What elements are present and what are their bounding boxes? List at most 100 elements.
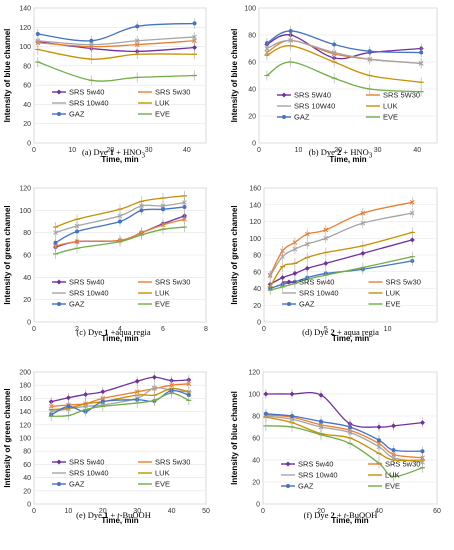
legend-entry: SRS 10w40 [69, 99, 109, 108]
chart-4: 0 20 40 60 80 100 120 140 160 0 5 10 Time, min Intens… [230, 186, 438, 343]
panel-caption: (f) Dye 2 + t-BuOOH [303, 510, 378, 520]
data-point [376, 444, 382, 450]
y-axis-label: Intensity of blue channel [230, 391, 239, 485]
y-axis-label: Intensity of blue channel [230, 29, 239, 123]
y-tick-label: 120 [248, 370, 260, 377]
y-tick-label: 60 [253, 269, 261, 276]
x-tick-label: 30 [374, 147, 382, 154]
data-point [391, 423, 396, 429]
data-point [186, 393, 191, 398]
chart-3: 0 20 40 60 80 100 120 0 2 4 6 8 Time, min Intensity o… [3, 186, 208, 344]
x-tick-label: 0 [32, 326, 36, 333]
y-tick-label: 40 [248, 87, 256, 94]
data-point [117, 213, 123, 219]
data-point [100, 389, 106, 395]
x-tick-label: 4 [118, 326, 122, 333]
x-tick-label: 40 [168, 508, 176, 515]
chart-6: 0 20 40 60 80 100 120 0 20 40 60 Time, min Intensity… [230, 370, 441, 526]
y-tick-label: 180 [19, 383, 31, 390]
legend-marker [57, 112, 61, 116]
y-tick-label: 80 [252, 414, 260, 421]
y-tick-label: 80 [248, 33, 256, 40]
legend-entry: SRS 10w40 [69, 289, 109, 298]
data-point [292, 246, 298, 252]
data-point [347, 430, 353, 435]
data-point [420, 449, 425, 454]
y-tick-label: 40 [23, 275, 31, 282]
x-tick-label: 6 [161, 326, 165, 333]
legend-entry: EVE [386, 300, 401, 309]
data-point [35, 32, 40, 37]
y-axis-label: Intensity of green channel [3, 205, 12, 304]
y-tick-label: 100 [19, 436, 31, 443]
data-point [409, 199, 415, 205]
legend-entry: SRS 5w30 [155, 88, 190, 97]
y-tick-label: 20 [23, 121, 31, 128]
data-point [288, 28, 293, 33]
y-tick-label: 160 [19, 396, 31, 403]
legend-entry: LUK [386, 289, 401, 298]
data-point [192, 45, 198, 51]
y-tick-label: 20 [23, 488, 31, 495]
y-tick-label: 0 [27, 502, 31, 509]
panel-caption: (d) Dye 2 + aqua regia [302, 327, 379, 337]
legend-marker [282, 115, 286, 119]
data-point [151, 374, 157, 380]
legend-entry: EVE [155, 480, 170, 489]
y-axis-label: Intensity of green channel [3, 388, 12, 487]
data-point [289, 391, 295, 397]
legend-entry: SRS 5w30 [155, 278, 190, 287]
legend-entry: LUK [155, 289, 170, 298]
x-axis-label: Time, min [331, 516, 368, 525]
x-tick-label: 40 [375, 508, 383, 515]
data-point [391, 448, 396, 453]
x-axis-label: Time, min [101, 334, 138, 343]
data-point [419, 50, 424, 55]
legend-entry: GAZ [69, 480, 85, 489]
x-tick-label: 10 [295, 147, 303, 154]
plot-area [258, 7, 438, 144]
y-tick-label: 20 [252, 480, 260, 487]
legend-entry: EVE [385, 482, 400, 491]
y-tick-label: 100 [244, 6, 256, 13]
x-tick-label: 30 [133, 508, 141, 515]
data-point [292, 240, 298, 245]
data-point [319, 419, 323, 424]
panel-caption: (a) Dye 1 + HNO3 [81, 147, 146, 160]
data-point [288, 38, 293, 43]
legend-entry: SRS 10w40 [298, 471, 338, 480]
y-tick-label: 120 [19, 422, 31, 429]
data-point [323, 227, 329, 233]
x-tick-label: 30 [145, 147, 153, 154]
x-tick-label: 20 [99, 508, 107, 515]
y-tick-label: 0 [252, 141, 256, 148]
data-point [35, 38, 41, 44]
series-line-3 [37, 36, 195, 46]
data-point [264, 41, 269, 46]
x-tick-label: 0 [261, 508, 265, 515]
x-tick-label: 40 [413, 147, 421, 154]
y-tick-label: 40 [252, 458, 260, 465]
data-point [409, 237, 415, 243]
legend: SRS 5w40 SRS 5w30 SRS 10w40 LUK GAZ EVE [52, 458, 190, 489]
data-point [263, 391, 269, 397]
legend-entry: LUK [155, 469, 170, 478]
legend-entry: GAZ [69, 300, 85, 309]
legend-entry: SRS 5w30 [155, 458, 190, 467]
legend-entry: SRS 5w40 [69, 278, 104, 287]
data-point [348, 425, 352, 429]
data-point [304, 241, 310, 247]
data-point [360, 250, 366, 256]
data-point [135, 24, 140, 29]
x-tick-label: 0 [32, 147, 36, 154]
y-tick-label: 80 [23, 63, 31, 70]
legend-entry: SRS 5w30 [385, 460, 420, 469]
data-point [75, 229, 79, 234]
x-tick-label: 20 [107, 147, 115, 154]
data-point [192, 21, 197, 26]
x-tick-label: 0 [32, 508, 36, 515]
y-tick-label: 0 [256, 502, 260, 509]
x-tick-label: 2 [75, 326, 79, 333]
y-tick-label: 100 [19, 44, 31, 51]
